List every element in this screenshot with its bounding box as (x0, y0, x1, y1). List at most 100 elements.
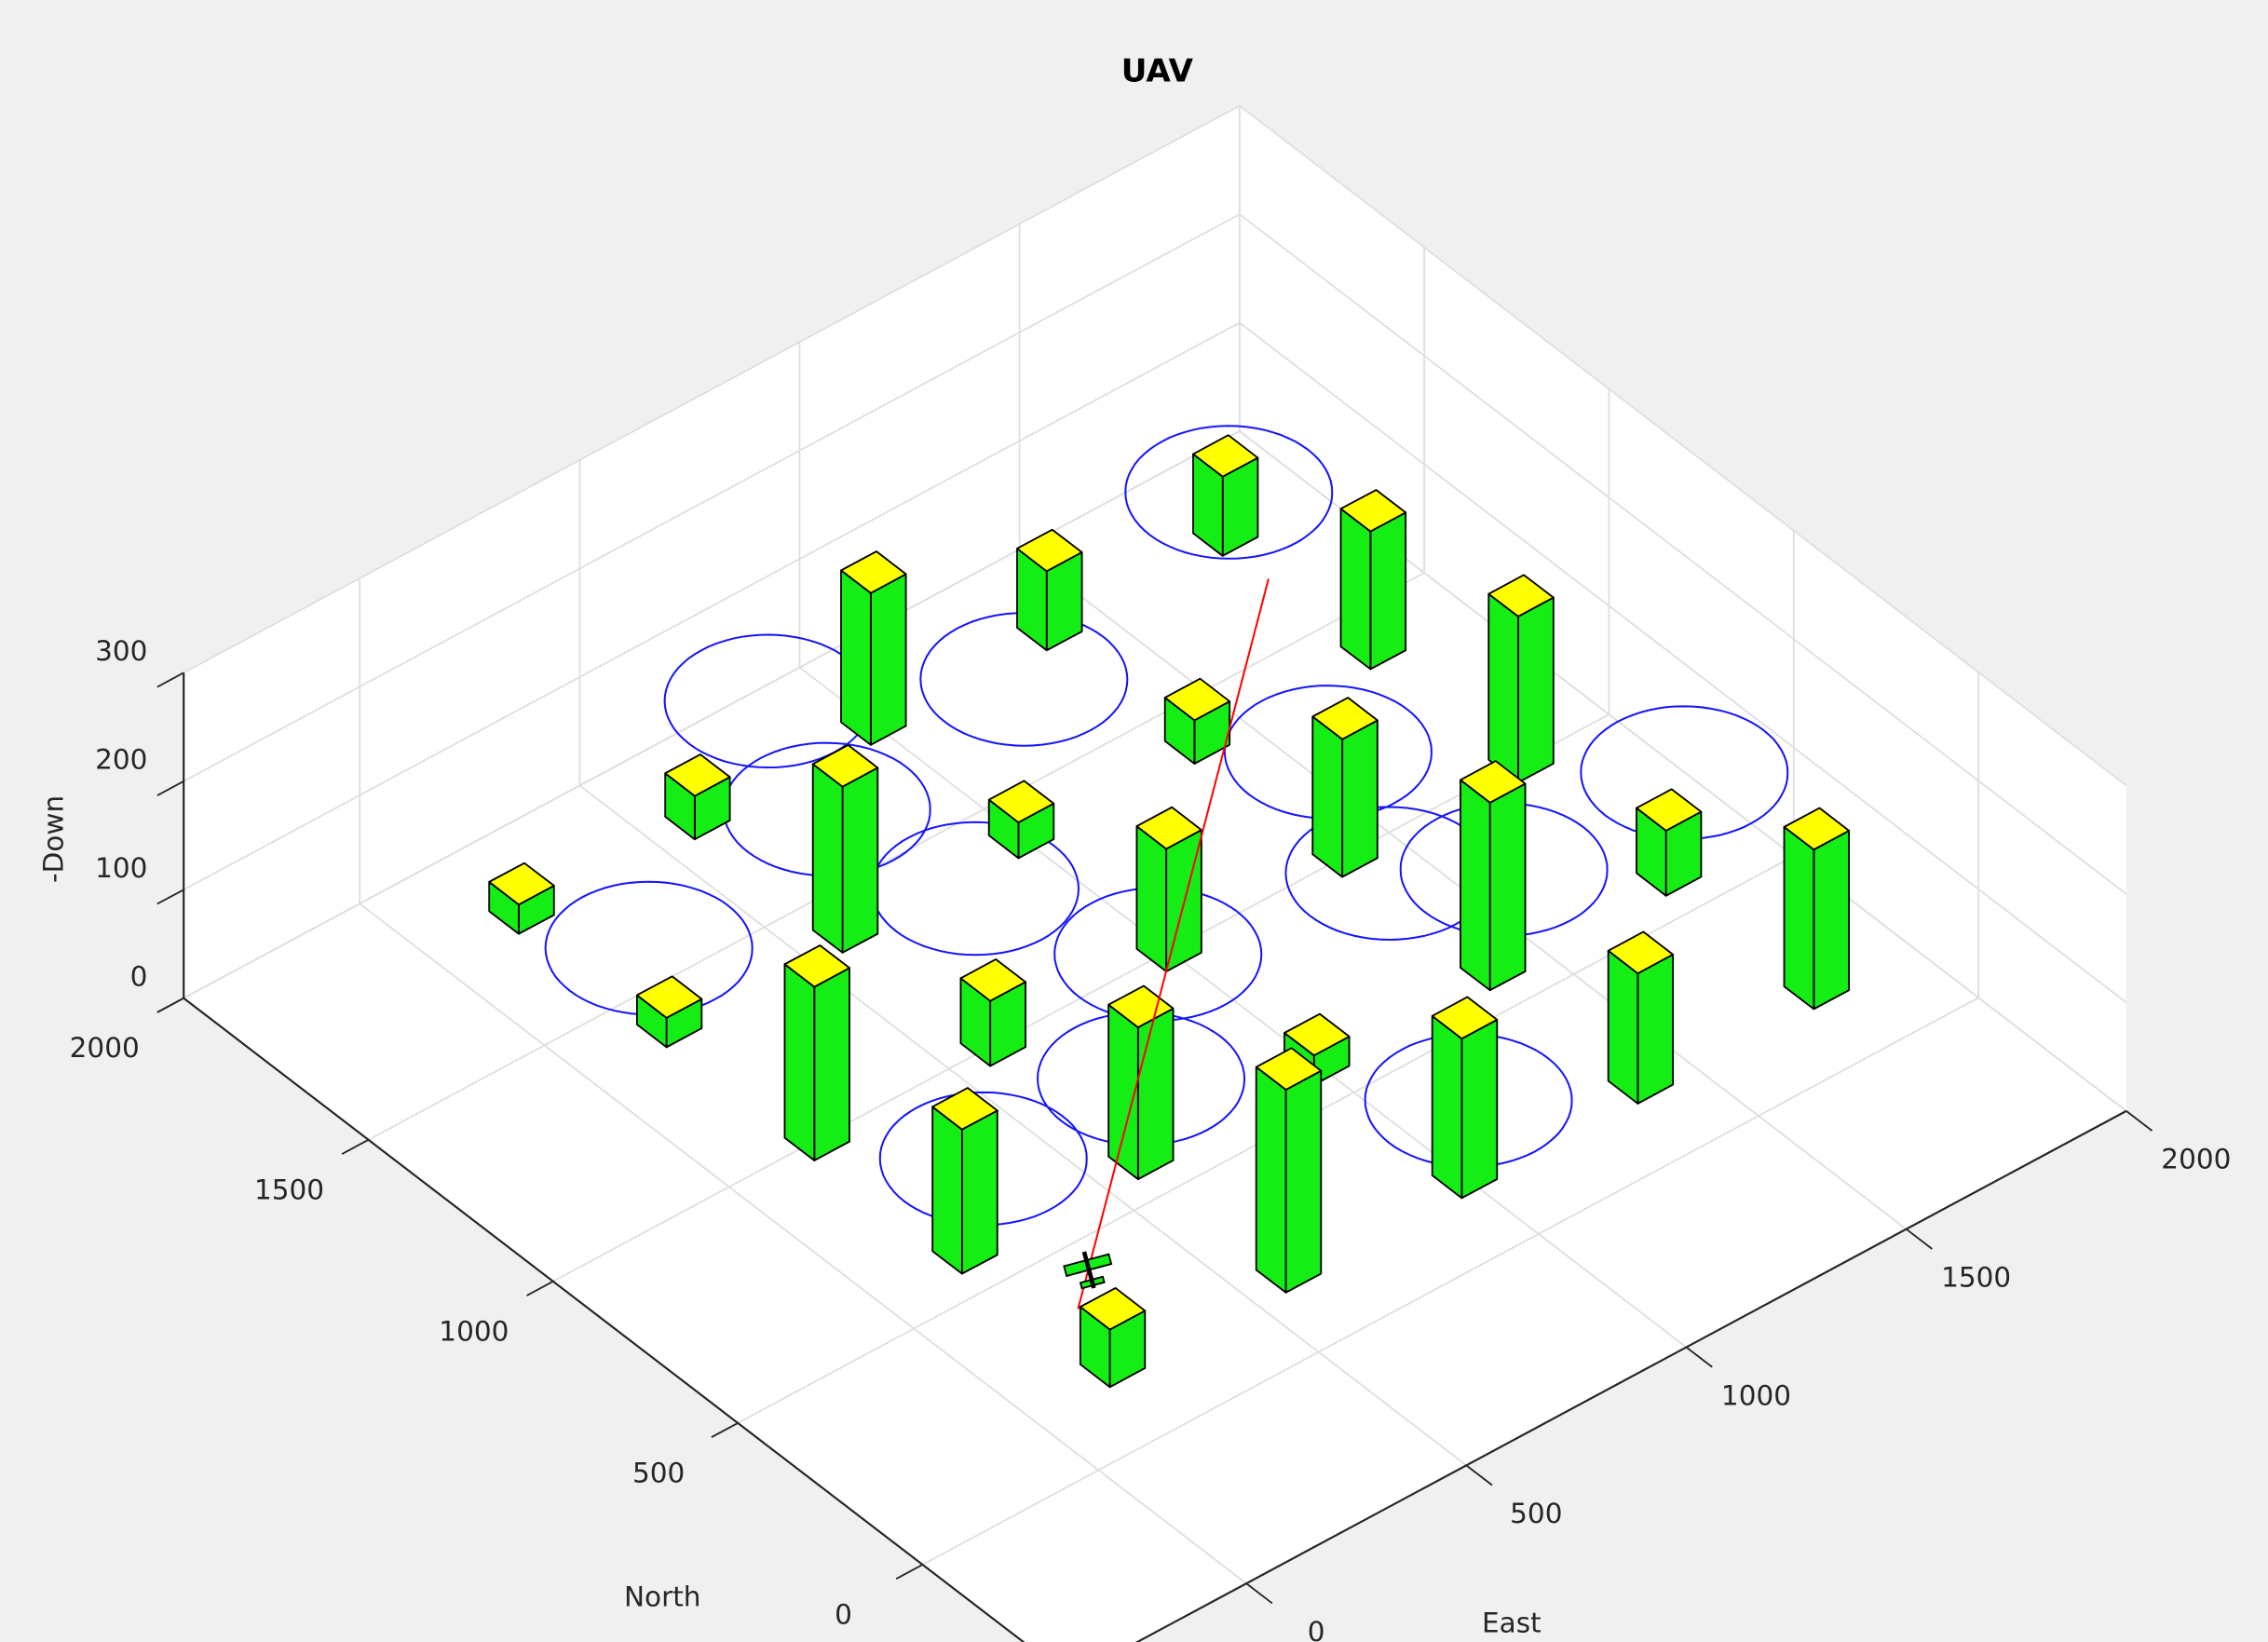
x-tick-label: 1500 (1941, 1262, 2011, 1294)
x-tick-label: 1000 (1721, 1379, 1791, 1411)
chart-title: UAV (1121, 52, 1194, 89)
building-top (1487, 574, 1555, 617)
trajectory-loop (544, 880, 754, 1016)
building-top (1016, 528, 1083, 573)
x-tick-label: 2000 (2161, 1144, 2231, 1175)
trajectory-loop (919, 612, 1129, 747)
buildings (488, 434, 1851, 1389)
building-front (841, 767, 879, 954)
trajectory-loop (1580, 705, 1789, 840)
building-top (987, 780, 1055, 823)
grid-line (183, 212, 2127, 895)
z-tick-label: 100 (95, 852, 147, 884)
z-axis-label: -Down (38, 795, 70, 883)
building-top (931, 1087, 998, 1131)
trajectory-loop (870, 821, 1080, 957)
building-side (1339, 508, 1372, 671)
y-tick (341, 1138, 369, 1155)
x-tick-label: 0 (1308, 1616, 1325, 1642)
building-top (783, 944, 850, 988)
z-tick (156, 997, 184, 1013)
building-top (1107, 984, 1175, 1029)
grid-line (183, 104, 2127, 787)
building-front (1136, 1007, 1175, 1181)
building-side (1487, 592, 1519, 784)
z-tick (156, 780, 184, 796)
trajectory-loop (722, 741, 931, 877)
y-axis-label: North (624, 1581, 701, 1613)
trajectory-loop (1124, 425, 1334, 560)
y-tick-label: 1500 (254, 1174, 324, 1205)
building-top (1636, 788, 1703, 832)
x-tick (1685, 1346, 1713, 1368)
building-front (1284, 1069, 1323, 1294)
building-top (1460, 760, 1527, 804)
z-tick-label: 0 (130, 960, 148, 992)
z-tick (156, 889, 184, 905)
side-wall (1239, 105, 2126, 1111)
y-tick (895, 1564, 923, 1581)
x-tick (1245, 1582, 1273, 1605)
building-top (635, 975, 703, 1019)
y-tick (526, 1281, 554, 1296)
y-tick (711, 1422, 739, 1438)
x-tick (1465, 1464, 1493, 1486)
building-front (1341, 719, 1378, 878)
building-front (1517, 596, 1555, 784)
y-tick-label: 0 (835, 1598, 852, 1630)
building-side (1311, 715, 1344, 878)
z-tick-label: 200 (95, 744, 147, 776)
building-top (840, 550, 907, 594)
building-side (1135, 825, 1168, 972)
building-side (1460, 779, 1491, 992)
building-top (488, 862, 555, 906)
building-side (811, 763, 844, 954)
x-axis-line (1134, 1109, 2127, 1642)
building-top (1607, 930, 1675, 975)
building-top (1311, 697, 1378, 740)
uav (1063, 1251, 1113, 1290)
building-side (840, 569, 872, 746)
building-front (813, 967, 850, 1161)
building-side (931, 1106, 963, 1275)
building-front (1813, 829, 1851, 1011)
building-side (783, 963, 816, 1161)
y-tick-label: 1000 (439, 1315, 509, 1347)
building-side (1783, 825, 1815, 1011)
building-top (1135, 806, 1202, 850)
building-front (1488, 782, 1527, 992)
y-tick-label: 500 (632, 1457, 685, 1488)
building-front (1369, 511, 1407, 671)
building-front (960, 1109, 998, 1275)
z-tick-label: 300 (95, 635, 147, 667)
building-side (1255, 1065, 1287, 1294)
building-top (1079, 1287, 1147, 1331)
building-top (959, 958, 1026, 1002)
x-tick (2125, 1110, 2153, 1132)
uav-body (1081, 1251, 1096, 1289)
trajectory-loop (1223, 685, 1433, 820)
building-top (1783, 807, 1851, 851)
building-side (1107, 1003, 1139, 1181)
x-tick (1906, 1228, 1933, 1250)
building-top (1431, 996, 1499, 1040)
building-top (1339, 489, 1407, 533)
building-front (1636, 953, 1675, 1105)
grid-line (183, 321, 2127, 1004)
x-axis-label: East (1482, 1608, 1541, 1639)
building-top (811, 744, 879, 788)
planned-path (1077, 578, 1270, 1310)
y-axis-line (183, 997, 1025, 1642)
x-tick-label: 500 (1510, 1498, 1562, 1529)
z-tick (156, 672, 184, 688)
building-top (664, 753, 731, 797)
axes: 0 500 1000 1500 2000 0 500 1000 1500 2000 0 100 200 3… (70, 635, 2231, 1642)
building-top (1192, 434, 1259, 478)
building-front (1460, 1018, 1499, 1200)
building-front (869, 573, 907, 746)
building-top (1163, 677, 1231, 722)
back-wall (183, 105, 1240, 998)
building-side (1607, 949, 1639, 1105)
overlay (1063, 578, 1270, 1310)
y-tick-label: 2000 (70, 1032, 140, 1064)
